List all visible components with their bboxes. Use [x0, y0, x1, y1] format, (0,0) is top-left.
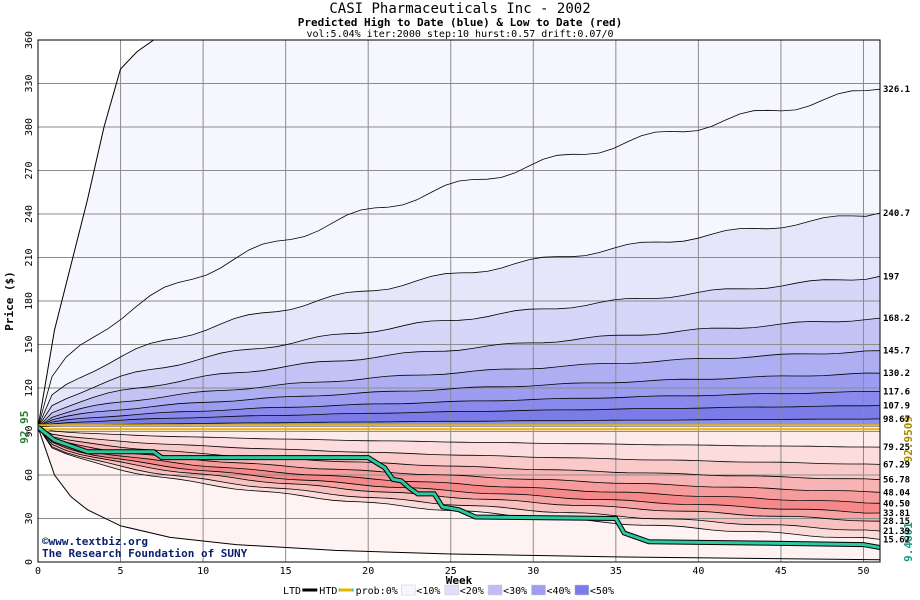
- high-band-label-5: 145.7: [883, 347, 910, 357]
- ltd-series-line: [38, 426, 880, 549]
- high-band-line-9: [38, 418, 880, 428]
- high-band-label-1: 326.1: [883, 85, 910, 95]
- y-tick-label-210: 210: [24, 248, 35, 266]
- watermark-site: ©www.textbiz.org: [42, 535, 148, 548]
- x-tick-label-45: 45: [775, 566, 787, 577]
- high-band-line-8: [38, 405, 880, 428]
- legend-label-8: <50%: [590, 586, 614, 597]
- low-band-line-6: [38, 426, 880, 514]
- legend-swatch-4: [401, 584, 416, 596]
- low-band-label-4: 48.04: [883, 488, 911, 498]
- high-band-label-7: 117.6: [883, 387, 910, 397]
- low-band-line-1: [38, 426, 880, 448]
- high-band-label-6: 130.2: [883, 369, 910, 379]
- chart-parameters: vol:5.04% iter:2000 step:10 hurst:0.57 d…: [306, 29, 614, 40]
- y-tick-label-0: 0: [24, 559, 35, 565]
- high-band-line-4: [38, 317, 880, 428]
- series-lines: [38, 40, 880, 561]
- low-band-label-9: 15.62: [883, 535, 910, 545]
- x-tick-label-30: 30: [527, 566, 539, 577]
- low-band-line-8: [38, 426, 880, 532]
- legend-label-2: HTD: [319, 586, 337, 597]
- low-band-line-7: [38, 426, 880, 522]
- band-low-top: [38, 427, 880, 448]
- low-band-label-7: 28.15: [883, 517, 910, 527]
- x-tick-label-35: 35: [610, 566, 622, 577]
- high-band-label-9: 98.67: [883, 415, 910, 425]
- y-tick-label-300: 300: [24, 118, 35, 136]
- legend-label-5: <20%: [460, 586, 484, 597]
- high-band-line-1: [38, 88, 880, 428]
- low-band-line-2: [38, 426, 880, 465]
- x-tick-label-50: 50: [857, 566, 869, 577]
- legend-label-4: <10%: [416, 586, 440, 597]
- x-tick-label-20: 20: [362, 566, 374, 577]
- high-band-line-7: [38, 391, 880, 428]
- y-tick-label-240: 240: [24, 205, 35, 223]
- x-tick-label-40: 40: [692, 566, 704, 577]
- x-tick-label-0: 0: [35, 566, 41, 577]
- watermark-org: The Research Foundation of SUNY: [42, 547, 248, 560]
- low-band-line-5: [38, 426, 880, 504]
- low-band-label-6: 33.81: [883, 509, 910, 519]
- y-tick-label-120: 120: [24, 379, 35, 397]
- high-band-label-3: 197: [883, 272, 899, 282]
- legend-swatch-6: [487, 584, 503, 596]
- legend-label-1: LTD: [283, 586, 301, 597]
- x-axis-title: Week: [446, 574, 473, 587]
- legend-label-6: <30%: [503, 586, 527, 597]
- start-price-label: 92.95: [18, 411, 31, 444]
- legend-swatch-5: [444, 584, 459, 596]
- x-tick-label-15: 15: [280, 566, 292, 577]
- legend: LTD HTD prob:0% <10% <20% <30% <40% <50%: [283, 584, 614, 597]
- chart-title: CASI Pharmaceuticals Inc - 2002: [329, 1, 591, 17]
- legend-label-3: prob:0%: [356, 586, 398, 597]
- prob-line-value-label: 92.9509: [902, 416, 915, 462]
- low-band-label-2: 67.29: [883, 460, 910, 470]
- high-band-line-2: [38, 212, 880, 428]
- y-tick-label-180: 180: [24, 292, 35, 310]
- high-band-line-6: [38, 372, 880, 428]
- legend-swatch-7: [531, 584, 546, 596]
- y-tick-label-330: 330: [24, 74, 35, 92]
- low-band-label-1: 79.25: [883, 443, 910, 453]
- high-band-label-8: 107.9: [883, 402, 910, 412]
- x-tick-label-10: 10: [197, 566, 209, 577]
- y-tick-label-90: 90: [24, 425, 35, 437]
- legend-swatch-8: [574, 584, 590, 596]
- min-envelope-line: [38, 427, 880, 561]
- plot-frame: [37, 39, 881, 563]
- y-tick-label-270: 270: [24, 161, 35, 179]
- high-band-line-5: [38, 350, 880, 428]
- chart-subtitle: Predicted High to Date (blue) & Low to D…: [297, 16, 623, 29]
- y-axis-title: Price ($): [3, 271, 16, 331]
- band-labels: 92.95 92.9509 9.4601 326.1 240.7 197 168.2 145.…: [18, 85, 915, 562]
- low-band-label-5: 40.50: [883, 499, 910, 509]
- ltd-end-value-label: 9.4601: [902, 522, 915, 562]
- x-tick-label-5: 5: [118, 566, 124, 577]
- x-tick-label-25: 25: [445, 566, 457, 577]
- y-tick-label-150: 150: [24, 335, 35, 353]
- axes: 0 5 10 15 20 25 30 35 40 45 50 0 30 60 90 120 150 180 210 2…: [3, 31, 870, 587]
- legend-label-7: <40%: [547, 586, 571, 597]
- y-tick-label-360: 360: [24, 31, 35, 49]
- y-tick-label-60: 60: [24, 469, 35, 481]
- max-envelope-line: [38, 40, 154, 428]
- low-band-line-3: [38, 426, 880, 481]
- chart-titles: CASI Pharmaceuticals Inc - 2002 Predicte…: [0, 0, 920, 41]
- high-band-label-2: 240.7: [883, 209, 910, 219]
- high-band-label-4: 168.2: [883, 314, 910, 324]
- y-tick-label-30: 30: [24, 512, 35, 524]
- low-band-label-3: 56.78: [883, 476, 910, 486]
- low-band-label-8: 21.39: [883, 527, 910, 537]
- probability-bands: [38, 40, 880, 560]
- high-band-line-3: [38, 275, 880, 428]
